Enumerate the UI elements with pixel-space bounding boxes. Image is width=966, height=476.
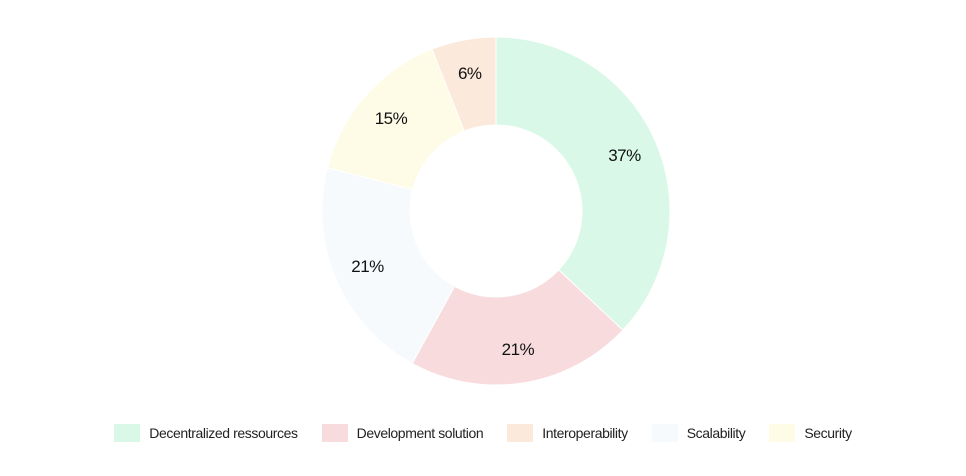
- slice-value-label-security: 15%: [375, 109, 408, 128]
- slice-value-label-interoperability: 6%: [458, 64, 482, 83]
- legend-label: Scalability: [686, 425, 746, 441]
- legend-swatch: [321, 424, 348, 442]
- donut-slice-development-solution[interactable]: [411, 269, 624, 386]
- legend-swatch: [114, 424, 141, 442]
- legend-swatch: [769, 424, 796, 442]
- legend-item-scalability[interactable]: Scalability: [651, 424, 746, 442]
- donut-slice-decentralized-ressources[interactable]: [495, 36, 671, 331]
- legend-item-development-solution[interactable]: Development solution: [321, 424, 484, 442]
- legend-item-security[interactable]: Security: [769, 424, 852, 442]
- legend-swatch: [507, 424, 534, 442]
- slices-group: [321, 36, 671, 386]
- legend: Decentralized ressources Development sol…: [0, 422, 966, 444]
- donut-slice-scalability[interactable]: [321, 167, 456, 365]
- legend-swatch: [651, 424, 678, 442]
- legend-item-interoperability[interactable]: Interoperability: [507, 424, 628, 442]
- donut-slice-interoperability[interactable]: [431, 36, 497, 132]
- slice-value-label-decentralized-ressources: 37%: [608, 146, 641, 165]
- slice-value-label-development-solution: 21%: [502, 340, 535, 359]
- legend-label: Security: [804, 425, 852, 441]
- slice-value-label-scalability: 21%: [351, 257, 384, 276]
- slice-labels-group: 37% 21% 21% 15% 6%: [351, 64, 641, 359]
- legend-label: Interoperability: [542, 425, 628, 441]
- legend-label: Decentralized ressources: [149, 425, 298, 441]
- legend-item-decentralized-ressources[interactable]: Decentralized ressources: [114, 424, 298, 442]
- legend-label: Development solution: [356, 425, 484, 441]
